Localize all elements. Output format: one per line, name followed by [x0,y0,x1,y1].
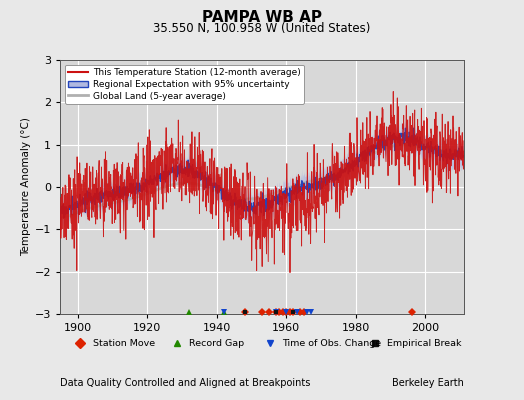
Text: Data Quality Controlled and Aligned at Breakpoints: Data Quality Controlled and Aligned at B… [60,378,311,388]
Text: Empirical Break: Empirical Break [387,339,462,348]
Text: Station Move: Station Move [93,339,155,348]
Y-axis label: Temperature Anomaly (°C): Temperature Anomaly (°C) [20,118,30,256]
Text: Time of Obs. Change: Time of Obs. Change [282,339,381,348]
Text: Berkeley Earth: Berkeley Earth [392,378,464,388]
Text: PAMPA WB AP: PAMPA WB AP [202,10,322,25]
Text: Record Gap: Record Gap [189,339,245,348]
Legend: This Temperature Station (12-month average), Regional Expectation with 95% uncer: This Temperature Station (12-month avera… [65,64,304,104]
Text: 35.550 N, 100.958 W (United States): 35.550 N, 100.958 W (United States) [154,22,370,35]
